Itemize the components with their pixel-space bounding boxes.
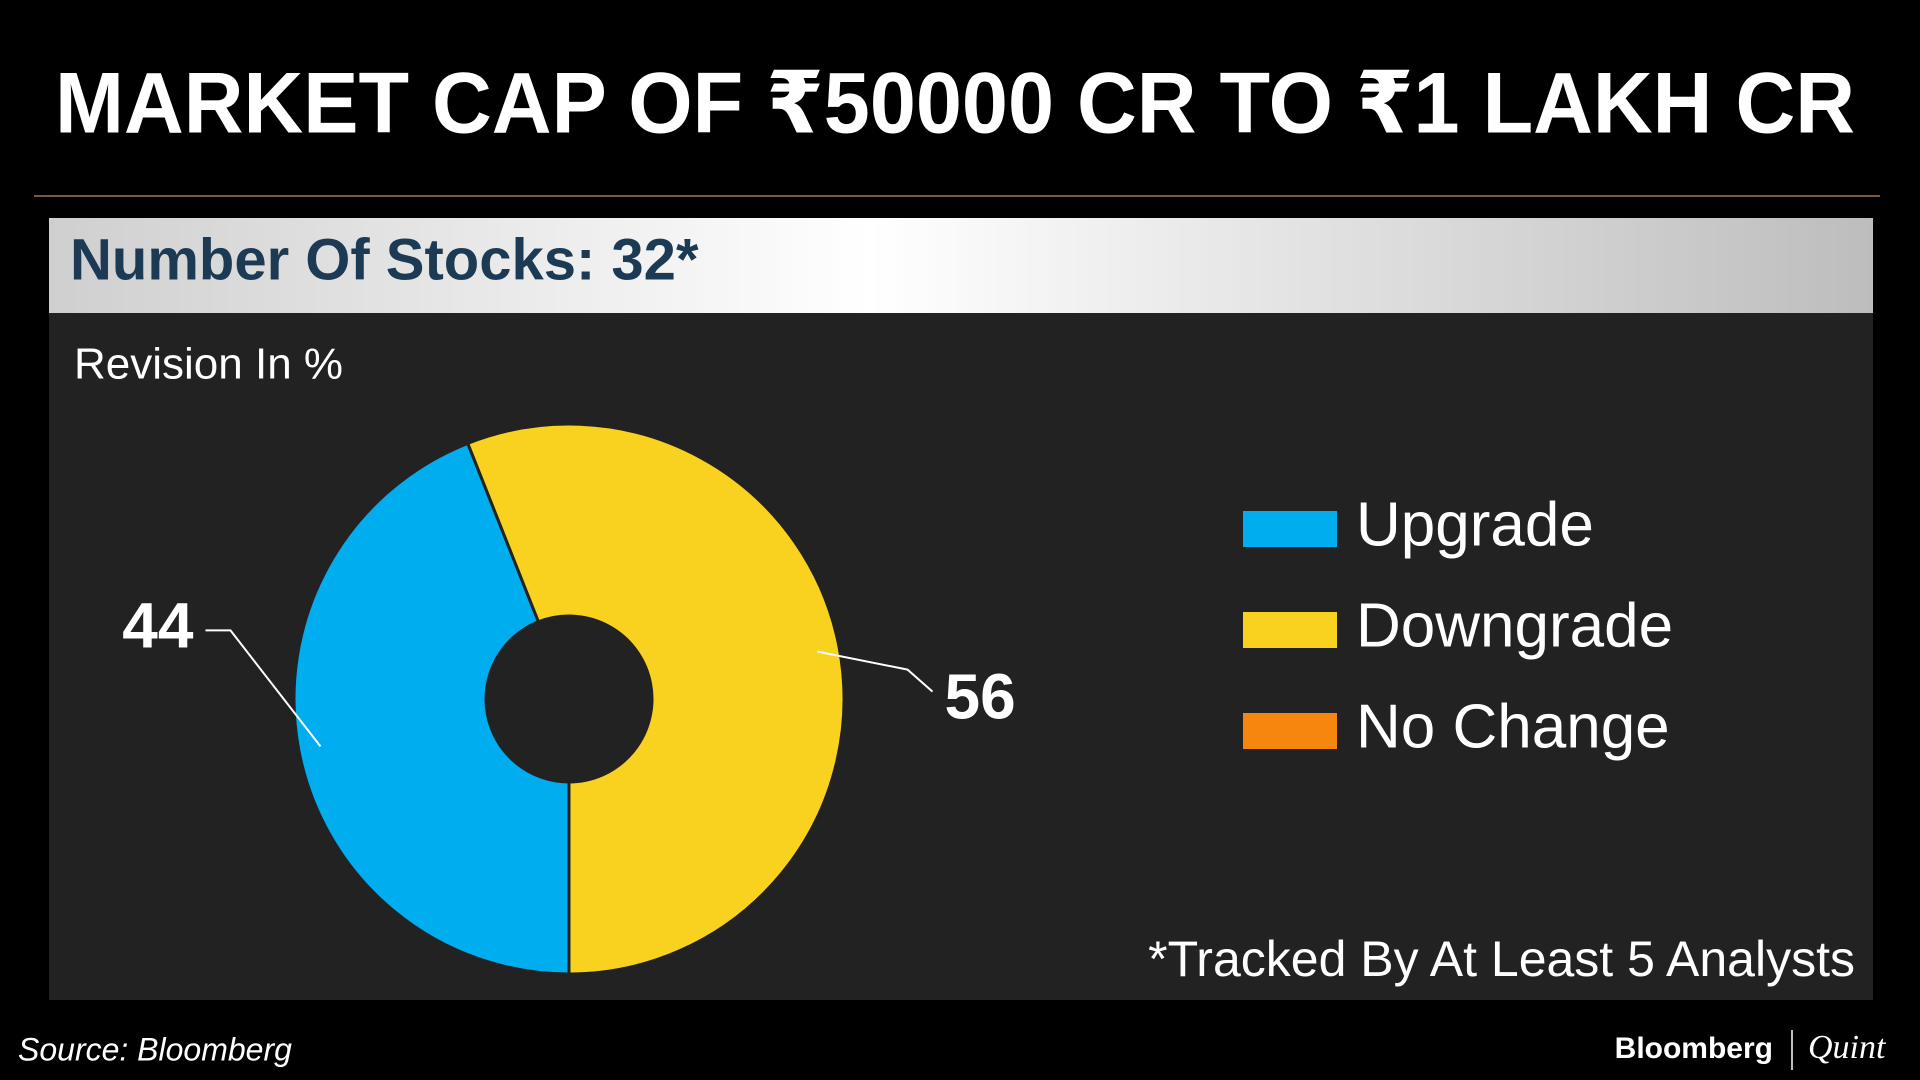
legend-swatch (1243, 713, 1337, 749)
legend-label: Upgrade (1356, 490, 1594, 559)
chart: 44 56 Upgrade Downgrade No Change (122, 422, 1673, 976)
title: MARKET CAP OF ₹50000 CR TO ₹1 LAKH CR (55, 56, 1855, 152)
data-label: 44 (122, 589, 194, 661)
pie-slice (465, 422, 846, 976)
subtitle: Number Of Stocks: 32* (70, 227, 699, 292)
legend-label: No Change (1356, 692, 1670, 761)
leader-line (817, 650, 934, 693)
brand: Quint (1808, 1029, 1887, 1066)
legend-swatch (1243, 612, 1337, 648)
legend-swatch (1243, 511, 1337, 547)
unit-label: Revision In % (74, 340, 343, 389)
source: Source: Bloomberg (18, 1031, 292, 1067)
brand: Bloomberg (1615, 1032, 1773, 1065)
leader-line (205, 629, 322, 748)
pie-slice (292, 441, 571, 976)
panel-header (49, 218, 1873, 313)
legend-label: Downgrade (1356, 591, 1673, 660)
footnote: *Tracked By At Least 5 Analysts (1148, 931, 1855, 987)
data-label: 56 (945, 660, 1016, 732)
